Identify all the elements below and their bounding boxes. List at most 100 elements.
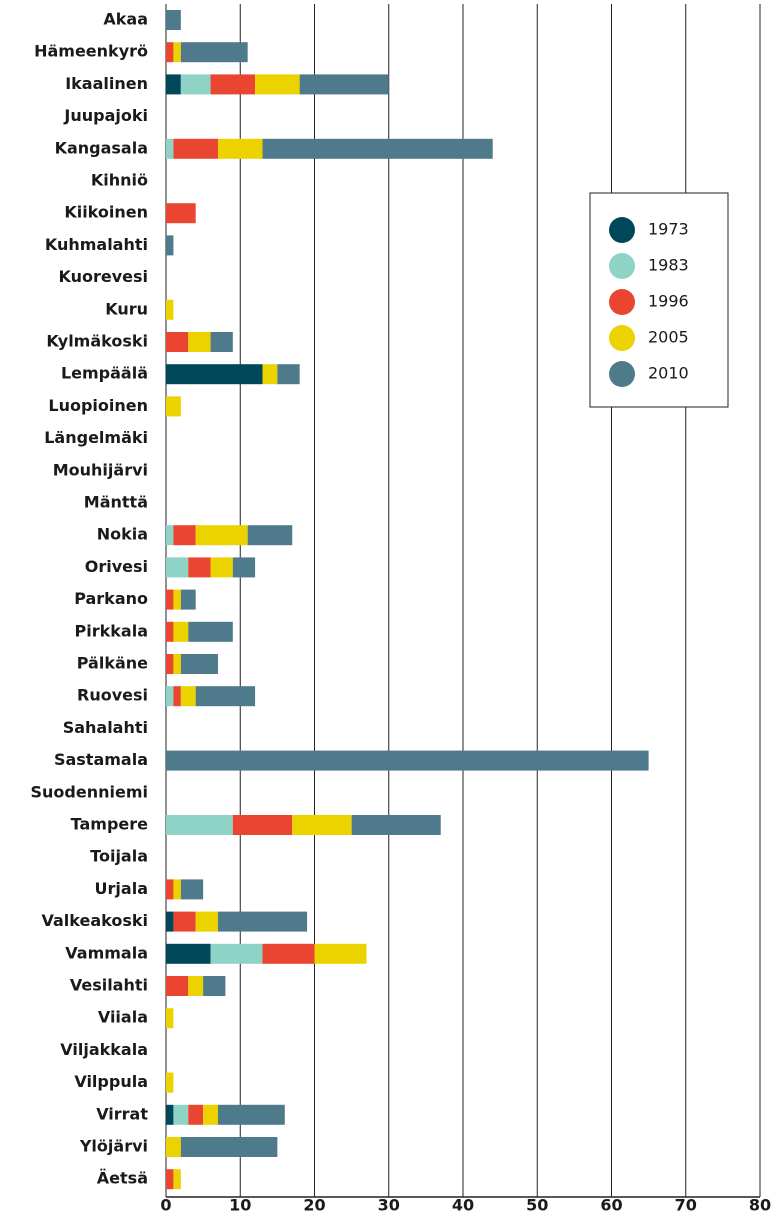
legend-marker [609,253,635,279]
bar-segment [292,815,352,835]
bar-segment [173,525,196,546]
y-tick-label: Sahalahti [63,718,148,737]
bar-segment [173,911,196,932]
y-tick-label: Mänttä [84,493,148,512]
bar-segment [188,332,211,352]
bar-segment [188,557,211,578]
x-tick-label: 40 [452,1196,474,1214]
bar-segment [180,654,218,674]
y-tick-label: Ikaalinen [65,74,148,93]
y-tick-label: Luopioinen [48,396,148,415]
bar-segment [166,396,181,417]
bar-segment [217,911,308,932]
bar-segment [166,879,174,900]
y-tick-label: Vesilahti [70,976,148,995]
bar-segment [166,74,181,95]
bar-segment [166,589,174,610]
y-tick-label: Valkeakoski [42,911,149,930]
bar-segment [166,654,174,674]
y-tick-label: Suodenniemi [31,782,148,801]
bar-segment [166,299,174,320]
y-tick-label: Pälkäne [77,654,148,673]
y-tick-label: Kuru [105,299,148,318]
y-tick-label: Äetsä [97,1169,148,1188]
bar-segment [166,750,649,771]
bar-segment [203,1104,218,1125]
y-tick-label: Tampere [71,815,149,834]
y-tick-label: Kuhmalahti [45,235,148,254]
bar-segment [277,364,300,385]
bar-segment [210,943,263,964]
y-tick-label: Ruovesi [77,686,148,705]
x-tick-label: 50 [526,1196,548,1214]
x-tick-label: 70 [675,1196,697,1214]
y-tick-label: Pirkkala [75,621,148,640]
y-tick-label: Parkano [74,589,148,608]
bar-segment [173,621,189,642]
bar-segment [203,976,226,996]
bar-segment [166,138,174,159]
bar-segment [173,654,181,674]
y-tick-label: Sastamala [54,750,148,769]
legend-marker [609,325,635,351]
bar-segment [195,525,248,546]
y-tick-label: Nokia [97,525,148,544]
bar-segment [210,74,256,95]
bar-segment [351,815,441,835]
bar-segment [180,74,211,95]
y-tick-label: Vilppula [74,1072,148,1091]
bar-segment [217,1104,285,1125]
y-tick-label: Juupajoki [63,106,148,125]
y-tick-label: Hämeenkyrö [34,42,148,61]
y-tick-label: Kuorevesi [58,267,148,286]
legend-marker [609,361,635,387]
bar-segment [166,943,211,964]
y-tick-label: Vammala [65,943,148,962]
bar-segment [180,1137,278,1157]
bar-segment [166,1008,174,1029]
bar-segment [166,203,196,224]
y-tick-label: Kiikoinen [64,203,148,222]
bar-segment [173,42,181,63]
x-tick-label: 0 [160,1196,171,1214]
y-tick-label: Lempäälä [61,364,148,383]
y-tick-label: Orivesi [85,557,148,576]
bar-segment [195,686,256,707]
legend-label: 1983 [648,256,689,275]
y-tick-label: Längelmäki [44,428,148,447]
bar-segment [166,621,174,642]
bar-segment [173,879,181,900]
bar-segment [210,557,233,578]
y-tick-label: Viljakkala [60,1040,148,1059]
legend-label: 2010 [648,364,689,383]
bar-segment [166,332,189,352]
y-tick-label: Akaa [103,10,148,29]
bar-segment [180,686,196,707]
bar-segment [180,42,248,63]
bar-segment [173,138,218,159]
bar-segment [166,686,174,707]
bar-segment [188,1104,204,1125]
bar-segment [166,976,189,996]
y-tick-label: Urjala [95,879,148,898]
bar-segment [166,815,233,835]
legend-label: 1973 [648,220,689,239]
bar-segment [166,1104,174,1125]
bar-segment [180,589,196,610]
y-tick-label: Mouhijärvi [53,460,148,479]
bar-segment [173,686,181,707]
bar-segment [262,364,278,385]
bar-segment [173,1169,181,1190]
bar-segment [314,943,367,964]
bar-segment [232,557,256,578]
bar-segment [173,1104,189,1125]
y-tick-label: Ylöjärvi [79,1137,148,1156]
x-tick-label: 80 [749,1196,771,1214]
x-tick-label: 60 [600,1196,622,1214]
bar-segment [166,1169,174,1190]
bar-segment [166,42,174,63]
bar-segment [262,138,493,159]
bar-segment [173,589,181,610]
bar-segment [195,911,218,932]
bar-segment [166,557,189,578]
